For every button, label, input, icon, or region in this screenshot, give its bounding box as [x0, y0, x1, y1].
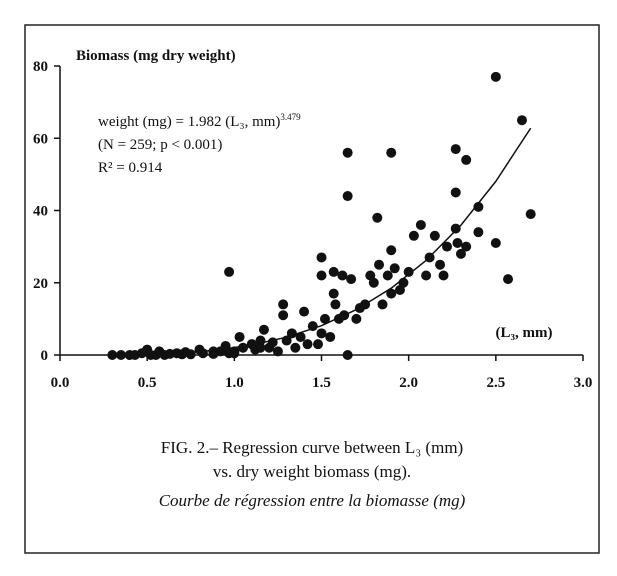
data-point: [516, 115, 527, 126]
data-point: [302, 339, 313, 350]
data-point: [330, 299, 341, 310]
data-point: [286, 328, 297, 339]
x-tick-label: 3.0: [574, 375, 593, 391]
data-point: [295, 331, 306, 342]
r-squared: R² = 0.914: [98, 160, 163, 176]
data-point: [267, 337, 278, 348]
equation-exponent: 3.479: [280, 112, 301, 122]
data-point: [328, 288, 339, 299]
data-point: [234, 331, 245, 342]
equation-text: weight (mg) = 1.982 (L₃, mm): [98, 114, 280, 130]
data-point: [368, 277, 379, 288]
data-point: [224, 266, 235, 277]
data-point: [238, 342, 249, 353]
data-point: [319, 313, 330, 324]
data-point: [386, 245, 397, 256]
x-axis-label: (L₃, mm): [496, 325, 553, 341]
data-point: [307, 321, 318, 332]
data-point: [290, 342, 301, 353]
data-point: [490, 71, 501, 82]
data-point: [452, 238, 463, 249]
data-point: [325, 331, 336, 342]
data-point: [342, 350, 353, 360]
data-point: [197, 348, 208, 359]
data-point: [386, 147, 397, 158]
data-point: [450, 144, 461, 155]
x-tick-label: 1.5: [312, 375, 331, 391]
x-tick-label: 2.0: [399, 375, 418, 391]
data-point: [377, 299, 388, 310]
data-point: [473, 201, 484, 212]
data-point: [389, 263, 400, 274]
data-point: [258, 324, 269, 335]
data-point: [346, 274, 357, 285]
x-tick-label: 2.5: [486, 375, 505, 391]
data-point: [455, 248, 466, 259]
data-point: [316, 270, 327, 281]
data-point: [278, 299, 289, 310]
y-tick-label: 0: [41, 348, 49, 364]
equation: weight (mg) = 1.982 (L₃, mm)3.479: [98, 112, 301, 130]
data-point: [255, 342, 266, 353]
data-point: [360, 299, 371, 310]
data-point: [351, 313, 362, 324]
y-axis-label: Biomass (mg dry weight): [76, 48, 236, 64]
data-point: [450, 223, 461, 234]
data-point: [328, 266, 339, 277]
x-tick-label: 1.0: [225, 375, 244, 391]
data-point: [398, 277, 409, 288]
data-point: [116, 350, 127, 360]
y-tick-label: 80: [33, 59, 48, 75]
data-point: [372, 212, 383, 223]
data-point: [525, 209, 536, 220]
data-point: [107, 350, 118, 360]
caption-line: Courbe de régression entre la biomasse (…: [159, 491, 466, 510]
data-point: [316, 328, 327, 339]
data-point: [461, 241, 472, 252]
data-point: [185, 349, 196, 360]
data-point: [382, 270, 393, 281]
data-point: [403, 266, 414, 277]
data-point: [339, 310, 350, 321]
frame: [24, 24, 600, 554]
data-point: [255, 335, 266, 346]
x-tick-label: 0.0: [51, 375, 70, 391]
data-point: [337, 270, 348, 281]
stats: (N = 259; p < 0.001): [98, 137, 222, 153]
caption-line: FIG. 2.– Regression curve between L₃ (mm…: [161, 438, 463, 457]
data-point: [435, 259, 446, 270]
caption-line: vs. dry weight biomass (mg).: [213, 462, 411, 481]
data-point: [442, 241, 453, 252]
data-point: [374, 259, 385, 270]
data-point: [386, 288, 397, 299]
data-point: [272, 346, 283, 357]
data-point: [313, 339, 324, 350]
data-point: [473, 227, 484, 238]
data-point: [503, 274, 514, 285]
data-point: [429, 230, 440, 241]
x-tick-label: 0.5: [138, 375, 157, 391]
data-point: [450, 187, 461, 198]
data-point: [281, 335, 292, 346]
data-point: [342, 147, 353, 158]
data-point: [408, 230, 419, 241]
data-point: [421, 270, 432, 281]
data-point: [342, 191, 353, 202]
data-point: [490, 238, 501, 249]
data-point: [316, 252, 327, 263]
y-tick-label: 20: [33, 276, 48, 292]
data-point: [438, 270, 449, 281]
data-point: [299, 306, 310, 317]
y-tick-label: 60: [33, 131, 48, 147]
data-point: [424, 252, 435, 263]
y-tick-label: 40: [33, 204, 48, 220]
data-point: [229, 348, 240, 359]
data-point: [415, 219, 426, 230]
data-point: [278, 310, 289, 321]
data-point: [461, 154, 472, 165]
data-point: [208, 346, 219, 357]
